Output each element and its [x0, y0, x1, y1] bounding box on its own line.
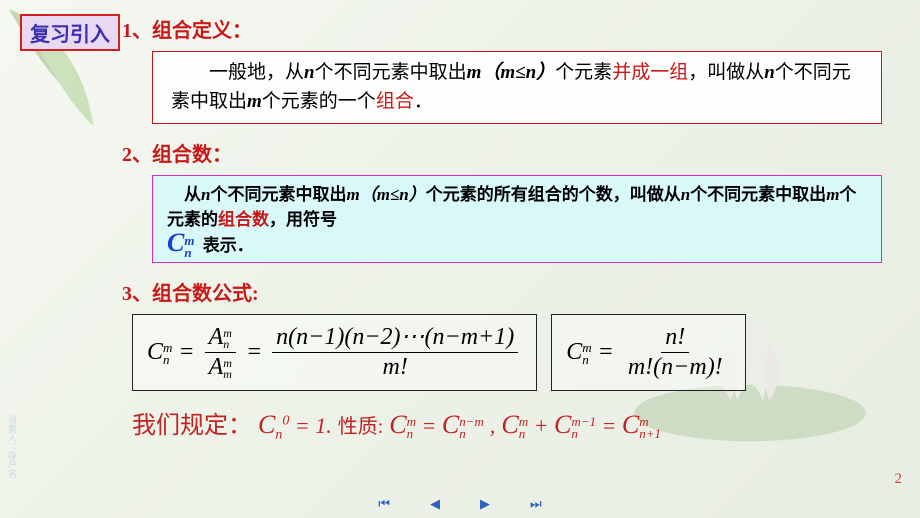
- count-box: 从n个不同元素中取出m（m≤n）个元素的所有组合的个数，叫做从n个不同元素中取出…: [152, 175, 882, 264]
- cond: （m≤n）: [360, 185, 426, 204]
- var-m: m: [467, 62, 482, 83]
- var-m: m: [247, 91, 262, 112]
- count-text: ，用符号: [269, 210, 337, 229]
- frac-expanded: n(n−1)(n−2)⋯(n−m+1) m!: [272, 323, 518, 382]
- frac-A: Amn Amm: [205, 323, 236, 382]
- nav-next-icon[interactable]: ▶: [480, 496, 490, 512]
- property-1: Cmn = Cn−mn: [389, 410, 484, 440]
- count-text: 从: [167, 185, 201, 204]
- def-text: ．: [414, 91, 433, 112]
- var-n: n: [681, 185, 690, 204]
- equals: =: [178, 339, 194, 366]
- def-text: 个元素的一个: [262, 91, 376, 112]
- equals: =: [598, 339, 614, 366]
- watermark: 消费人：存户名: [6, 415, 19, 478]
- count-text: 个元素的所有组合的个数，叫做从: [426, 185, 681, 204]
- formula-row: Cmn = Amn Amm = n(n−1)(n−2)⋯(n−m+1) m! C…: [132, 314, 882, 391]
- var-m: m: [826, 185, 839, 204]
- count-text: 个不同元素中取出: [210, 185, 346, 204]
- property-2: Cmn + Cm−1n = Cmn+1: [501, 410, 661, 440]
- def-text: ，叫做从: [688, 62, 764, 83]
- cond: （m≤n）: [481, 62, 555, 83]
- nav-prev-icon[interactable]: ◀: [430, 496, 440, 512]
- def-highlight: 并成一组: [612, 62, 688, 83]
- comma: ,: [490, 413, 496, 439]
- def-highlight: 组合: [376, 91, 414, 112]
- frac-factorial: n! m!(n−m)!: [624, 323, 727, 382]
- count-text: 个不同元素中取出: [690, 185, 826, 204]
- nav-first-icon[interactable]: ⏮: [378, 496, 390, 512]
- cnm-symbol: Cmn: [167, 230, 194, 259]
- var-n: n: [764, 62, 775, 83]
- section1-heading: 1、组合定义：: [122, 14, 892, 43]
- formula-box-1: Cmn = Amn Amm = n(n−1)(n−2)⋯(n−m+1) m!: [132, 314, 537, 391]
- count-tail: 表示．: [203, 236, 254, 255]
- def-text: 个元素: [555, 62, 612, 83]
- def-text: 一般地，从: [171, 62, 304, 83]
- C: Cmn: [147, 339, 172, 366]
- convention-text: 我们规定：: [132, 405, 252, 440]
- sym-C: C: [167, 228, 184, 257]
- section2-heading: 2、组合数：: [122, 138, 892, 167]
- nav-buttons: ⏮ ◀ ▶ ⏭: [0, 496, 920, 512]
- nav-last-icon[interactable]: ⏭: [530, 496, 542, 512]
- review-badge: 复习引入: [20, 14, 120, 51]
- definition-box: 一般地，从n个不同元素中取出m（m≤n）个元素并成一组，叫做从n个不同元素中取出…: [152, 51, 882, 124]
- main-content: 1、组合定义： 一般地，从n个不同元素中取出m（m≤n）个元素并成一组，叫做从n…: [122, 14, 892, 443]
- def-text: 个不同元素中取出: [315, 62, 467, 83]
- var-n: n: [304, 62, 315, 83]
- C: Cmn: [566, 339, 591, 366]
- section3-heading: 3、组合数公式:: [122, 277, 892, 306]
- equals: =: [246, 339, 262, 366]
- var-m: m: [346, 185, 359, 204]
- sym-sub: n: [184, 247, 194, 259]
- page-number: 2: [895, 471, 903, 488]
- convention-formula: Cn0 = 1.: [258, 410, 332, 443]
- count-highlight: 组合数: [218, 210, 269, 229]
- convention-line: 我们规定： Cn0 = 1. 性质: Cmn = Cn−mn , Cmn + C…: [132, 405, 892, 443]
- formula-box-2: Cmn = n! m!(n−m)!: [551, 314, 745, 391]
- property-label: 性质:: [338, 410, 384, 439]
